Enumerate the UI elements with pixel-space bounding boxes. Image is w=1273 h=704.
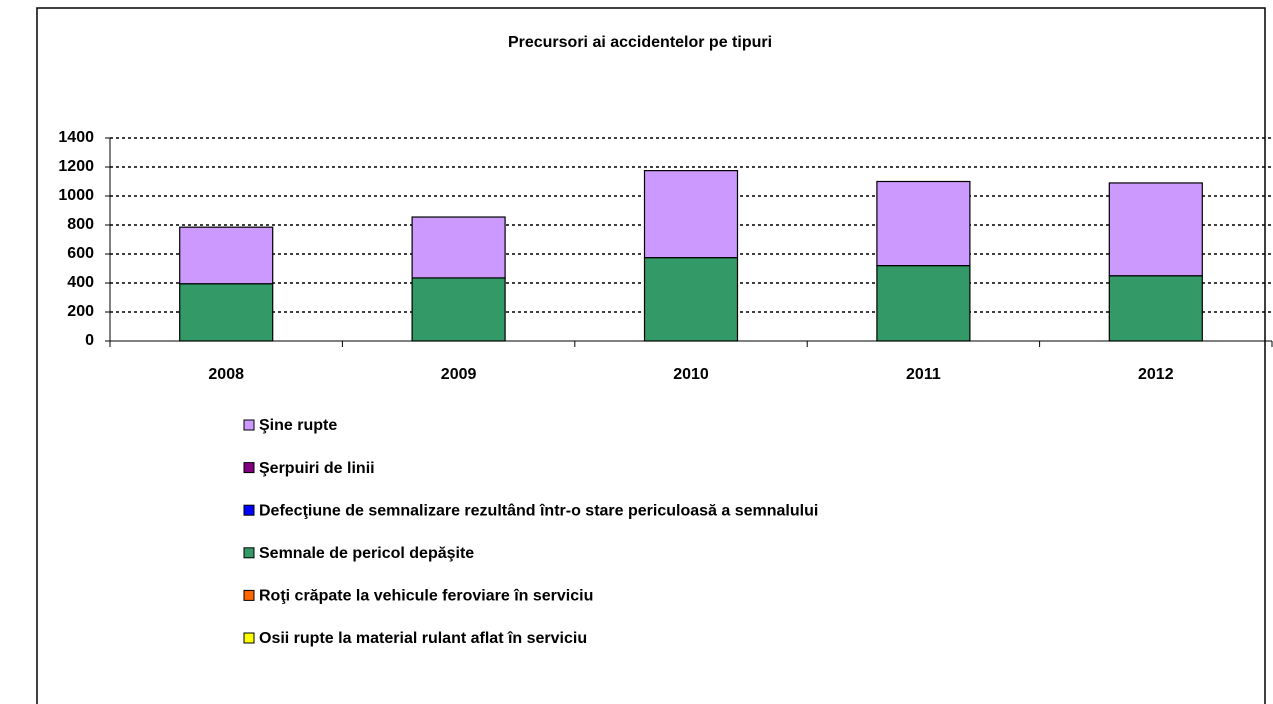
legend-swatch <box>243 462 255 474</box>
bar-segment <box>876 265 971 342</box>
bar-segment <box>411 277 506 342</box>
bar-segment <box>643 170 739 259</box>
y-tick-label: 1400 <box>58 129 94 146</box>
legend-label: Roţi crăpate la vehicule feroviare în se… <box>259 588 593 605</box>
bar-segment <box>1108 182 1203 277</box>
chart-border <box>36 7 1266 704</box>
bar-segment <box>1108 275 1203 342</box>
y-tick-label: 200 <box>67 303 94 320</box>
bar-segment <box>179 283 274 342</box>
y-tick-label: 800 <box>67 216 94 233</box>
y-tick-label: 600 <box>67 245 94 262</box>
y-tick-label: 400 <box>67 274 94 291</box>
bar-segment <box>876 180 971 267</box>
legend-label: Osii rupte la material rulant aflat în s… <box>259 630 587 647</box>
legend-label: Defecţiune de semnalizare rezultând într… <box>259 502 818 519</box>
x-tick-label: 2012 <box>1138 366 1174 383</box>
legend-swatch <box>243 632 255 644</box>
bar-segment <box>411 216 506 279</box>
legend-swatch <box>243 547 255 559</box>
legend-label: Şerpuiri de linii <box>259 460 375 477</box>
y-tick-label: 0 <box>85 332 94 349</box>
legend-label: Şine rupte <box>259 417 337 434</box>
legend-swatch <box>243 589 255 601</box>
x-tick-label: 2008 <box>208 366 244 383</box>
y-tick-label: 1200 <box>58 158 94 175</box>
legend-label: Semnale de pericol depăşite <box>259 545 474 562</box>
chart-title: Precursori ai accidentelor pe tipuri <box>508 34 772 51</box>
x-tick-label: 2009 <box>441 366 477 383</box>
legend-swatch <box>243 504 255 516</box>
x-tick-label: 2010 <box>673 366 709 383</box>
x-tick-label: 2011 <box>906 366 941 383</box>
y-tick-label: 1000 <box>58 187 94 204</box>
bar-segment <box>643 257 739 342</box>
bar-segment <box>179 226 274 285</box>
legend-swatch <box>243 419 255 431</box>
